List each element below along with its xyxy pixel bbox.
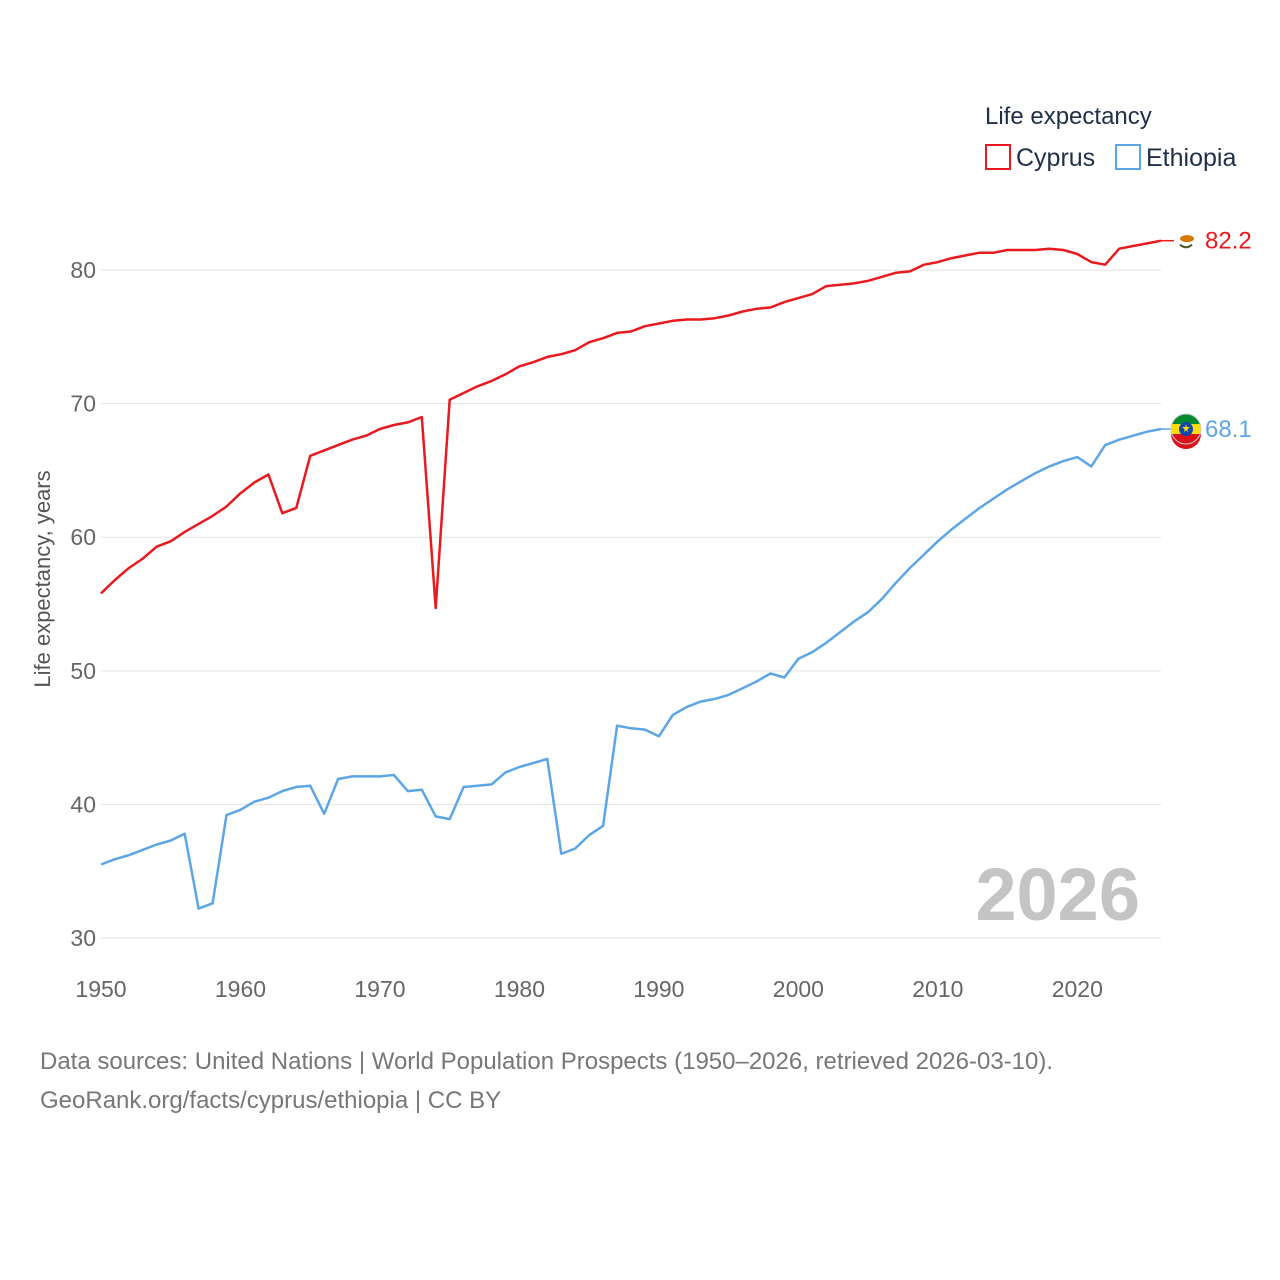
series-line-cyprus [100,239,1162,610]
cyprus-flag-icon [1174,228,1198,253]
end-value-label-ethiopia: 68.1 [1205,416,1252,443]
y-tick-label-60: 60 [70,524,96,550]
x-tick-label-1960: 1960 [215,976,266,1002]
y-tick-label-30: 30 [70,925,96,951]
y-tick-label-80: 80 [70,257,96,283]
y-tick-label-70: 70 [70,391,96,417]
footer-sources: Data sources: United Nations | World Pop… [40,1042,1053,1120]
series-lines [100,239,1162,910]
legend-item-cyprus[interactable]: Cyprus [985,144,1095,172]
y-axis-label: Life expectancy, years [30,470,55,687]
end-value-label-cyprus: 82.2 [1205,228,1252,255]
legend-label-cyprus: Cyprus [1016,144,1095,172]
legend-item-ethiopia[interactable]: Ethiopia [1115,144,1236,172]
footer-line-2: GeoRank.org/facts/cyprus/ethiopia | CC B… [40,1087,502,1114]
x-tick-label-2020: 2020 [1052,976,1103,1002]
legend: Life expectancy Cyprus Ethiopia [985,103,1236,172]
y-tick-label-50: 50 [70,658,96,684]
series-line-ethiopia [100,427,1162,910]
x-axis-ticks: 1950 1960 1970 1980 1990 2000 2010 2020 [75,976,1102,1002]
footer-line-1: Data sources: United Nations | World Pop… [40,1048,1054,1075]
legend-swatch-ethiopia [1115,144,1141,170]
x-tick-label-1970: 1970 [354,976,405,1002]
x-tick-label-1950: 1950 [75,976,126,1002]
current-year-display: 2026 [975,853,1140,936]
legend-swatch-cyprus [985,144,1011,170]
legend-title: Life expectancy [985,103,1152,130]
gridlines [101,269,1161,939]
x-tick-label-1990: 1990 [633,976,684,1002]
ethiopia-flag-icon [1170,413,1202,450]
y-axis-ticks: 30 40 50 60 70 80 [70,257,96,951]
chart-svg: 30 40 50 60 70 80 1950 1960 1970 1980 1990 2000 201… [30,103,1252,1002]
end-labels: 82.2 68.1 [1161,228,1252,450]
y-tick-label-40: 40 [70,791,96,817]
x-tick-label-1980: 1980 [494,976,545,1002]
legend-label-ethiopia: Ethiopia [1146,144,1236,172]
x-tick-label-2000: 2000 [773,976,824,1002]
x-tick-label-2010: 2010 [912,976,963,1002]
